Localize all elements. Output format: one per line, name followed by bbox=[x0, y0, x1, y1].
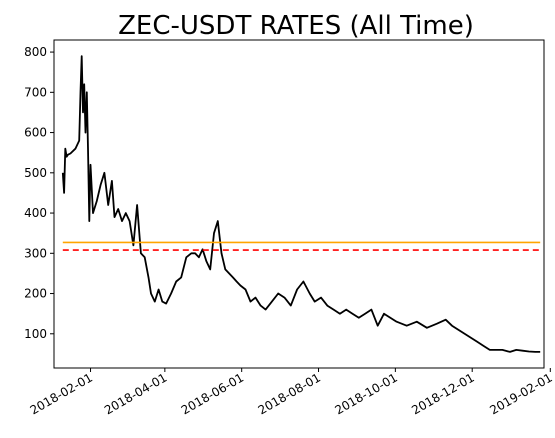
y-tick-label: 500 bbox=[24, 166, 47, 180]
y-tick-label: 800 bbox=[24, 45, 47, 59]
series-lines bbox=[61, 55, 541, 353]
x-tick-label: 2018-06-01 bbox=[179, 370, 246, 417]
x-tick-label: 2018-02-01 bbox=[28, 370, 95, 417]
y-tick-label: 300 bbox=[24, 246, 47, 260]
x-tick-label: 2018-10-01 bbox=[332, 370, 399, 417]
x-axis: 2018-02-01 2018-04-01 2018-06-01 2018-08-01… bbox=[28, 368, 555, 417]
plot-area-frame bbox=[53, 39, 545, 369]
y-tick-label: 700 bbox=[24, 85, 47, 99]
chart-title: ZEC-USDT RATES (All Time) bbox=[118, 11, 474, 41]
y-axis: 100 200 300 400 500 600 700 800 bbox=[24, 45, 54, 341]
x-tick-label: 2018-12-01 bbox=[409, 370, 476, 417]
x-tick-label: 2019-02-01 bbox=[487, 370, 554, 417]
x-tick-label: 2018-08-01 bbox=[256, 370, 323, 417]
y-tick-label: 100 bbox=[24, 327, 47, 341]
y-tick-label: 600 bbox=[24, 126, 47, 140]
x-tick-label: 2018-04-01 bbox=[102, 370, 169, 417]
y-tick-label: 400 bbox=[24, 206, 47, 220]
series-line-rate bbox=[61, 55, 541, 353]
y-tick-label: 200 bbox=[24, 287, 47, 301]
